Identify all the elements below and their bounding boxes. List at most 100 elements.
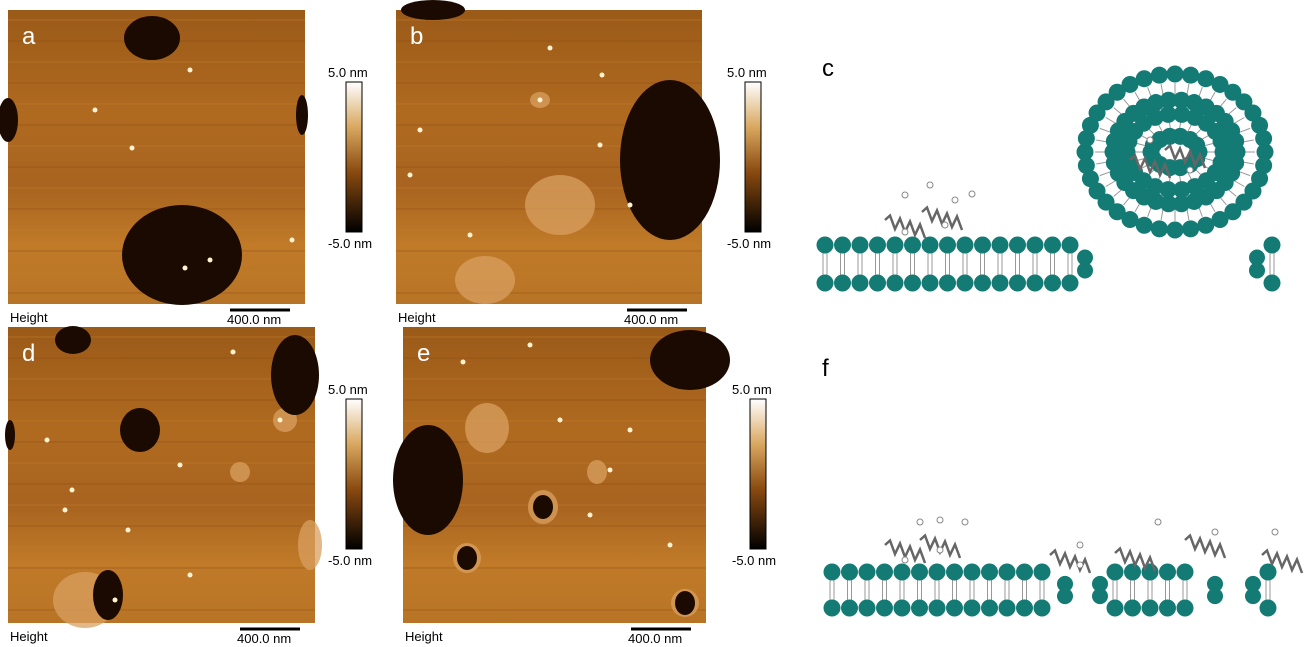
afm-image: [396, 0, 720, 304]
lipid-head: [859, 600, 876, 617]
domain: [525, 175, 595, 235]
colorbar: [750, 399, 766, 549]
lipid-head: [981, 600, 998, 617]
lipid-head: [929, 564, 946, 581]
lipid-head: [1260, 600, 1277, 617]
lipid-head: [946, 564, 963, 581]
lipid-head: [1062, 275, 1079, 292]
particle: [126, 528, 131, 533]
particle: [418, 128, 423, 133]
hole: [457, 546, 477, 570]
scale-bar-label: 400.0 nm: [628, 631, 682, 646]
lipid-head: [887, 275, 904, 292]
scale-bar-label: 400.0 nm: [624, 312, 678, 327]
ion: [952, 197, 958, 203]
lipid-head: [1182, 67, 1199, 84]
lipid-head: [869, 237, 886, 254]
lipid-head: [852, 237, 869, 254]
lipid-head: [911, 600, 928, 617]
ion: [962, 519, 968, 525]
lipid-head: [911, 564, 928, 581]
particle: [231, 350, 236, 355]
ion: [937, 517, 943, 523]
lipid-head: [1159, 564, 1176, 581]
lipid-head: [852, 275, 869, 292]
hole: [5, 420, 15, 450]
ion: [969, 191, 975, 197]
lipid-head: [834, 237, 851, 254]
particle: [461, 360, 466, 365]
colorbar-min: -5.0 nm: [727, 236, 771, 251]
lipid-head: [876, 600, 893, 617]
colorbar-min: -5.0 nm: [732, 553, 776, 568]
particle: [468, 233, 473, 238]
hole: [675, 591, 695, 615]
hole: [620, 80, 720, 240]
ion: [1272, 529, 1278, 535]
lipid-head: [1151, 220, 1168, 237]
lipid-head: [894, 564, 911, 581]
channel-label: Height: [405, 629, 443, 644]
panel-label: b: [410, 23, 423, 50]
particle: [628, 428, 633, 433]
lipid-head: [1107, 564, 1124, 581]
lipid-head: [1159, 600, 1176, 617]
lipid-head: [992, 275, 1009, 292]
afm-image: [5, 326, 322, 628]
hole: [122, 205, 242, 305]
particle: [188, 573, 193, 578]
ion: [1187, 167, 1193, 173]
particle: [188, 68, 193, 73]
colorbar: [745, 82, 761, 232]
ion: [1077, 542, 1083, 548]
panel-label: c: [822, 55, 834, 82]
lipid-head: [1009, 237, 1026, 254]
hole: [124, 16, 180, 60]
particle: [558, 418, 563, 423]
peptide: [1050, 551, 1090, 574]
colorbar: [346, 82, 362, 232]
figure: c f aHeight400.0 nm5.0 nm-5.0 nmbHeight4…: [0, 0, 1312, 647]
lipid-head: [974, 237, 991, 254]
lipid-head: [876, 564, 893, 581]
lipid-head: [1136, 70, 1153, 87]
ion: [937, 547, 943, 553]
particle: [528, 343, 533, 348]
lipid-head: [1207, 588, 1223, 604]
particle: [45, 438, 50, 443]
lipid-head: [1034, 600, 1051, 617]
lipid-head: [922, 275, 939, 292]
particle: [538, 98, 543, 103]
lipid-head: [1197, 217, 1214, 234]
lipid-head: [957, 275, 974, 292]
scale-bar-label: 400.0 nm: [237, 631, 291, 646]
lipid-head: [999, 600, 1016, 617]
particle: [628, 203, 633, 208]
lipid-head: [859, 564, 876, 581]
particle: [93, 108, 98, 113]
lipid-head: [1044, 237, 1061, 254]
lipid-head: [992, 237, 1009, 254]
colorbar-min: -5.0 nm: [328, 553, 372, 568]
hole: [393, 425, 463, 535]
lipid-head: [1151, 67, 1168, 84]
lipid-head: [1260, 564, 1277, 581]
lipid-head: [1124, 564, 1141, 581]
ion: [902, 557, 908, 563]
lipid-head: [981, 564, 998, 581]
panel-label: d: [22, 340, 35, 367]
lipid-head: [1177, 600, 1194, 617]
lipid-head: [1213, 133, 1230, 150]
colorbar-max: 5.0 nm: [328, 65, 368, 80]
particle: [208, 258, 213, 263]
lipid-head: [824, 564, 841, 581]
lipid-head: [922, 237, 939, 254]
lipid-head: [841, 600, 858, 617]
colorbar-min: -5.0 nm: [328, 236, 372, 251]
scale-bar-label: 400.0 nm: [227, 312, 281, 327]
particle: [183, 266, 188, 271]
lipid-head: [1255, 130, 1272, 147]
lipid-head: [1264, 237, 1281, 254]
channel-label: Height: [398, 310, 436, 325]
lipid-head: [1142, 600, 1159, 617]
